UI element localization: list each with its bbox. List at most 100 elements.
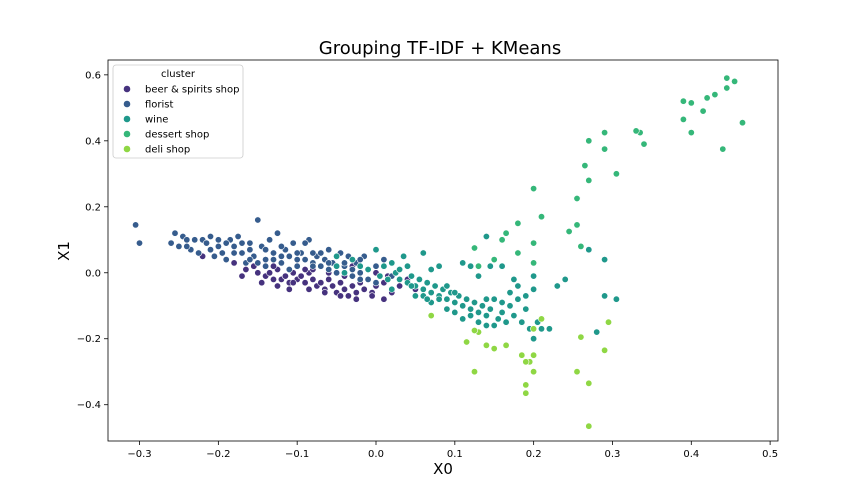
data-point [522, 381, 530, 389]
data-point [565, 228, 573, 236]
data-point [207, 246, 215, 254]
data-point [537, 315, 545, 323]
data-point [601, 256, 609, 264]
data-point [336, 279, 344, 287]
data-point [498, 262, 506, 270]
data-point [305, 285, 313, 293]
data-point [415, 275, 423, 283]
data-point [356, 256, 364, 264]
y-tick-label: 0.4 [85, 136, 101, 147]
data-point [242, 265, 250, 273]
legend-box [112, 64, 244, 159]
data-point [234, 233, 242, 241]
data-point [510, 312, 518, 320]
data-point [502, 341, 510, 349]
data-point [530, 185, 538, 193]
data-point [218, 249, 226, 257]
data-point [467, 305, 475, 313]
x-tick-label: 0.2 [526, 449, 542, 460]
x-tick-label: 0.0 [368, 449, 384, 460]
data-point [518, 318, 526, 326]
data-point [325, 265, 333, 273]
data-point [344, 292, 352, 300]
data-point [530, 285, 538, 293]
data-point [490, 345, 498, 353]
data-point [723, 84, 731, 92]
data-point [309, 249, 317, 257]
data-point [380, 295, 388, 303]
data-point [478, 302, 486, 310]
data-point [352, 295, 360, 303]
data-point [364, 275, 372, 283]
data-point [451, 308, 459, 316]
data-point [380, 256, 388, 264]
data-point [585, 246, 593, 254]
data-point [266, 236, 274, 244]
data-point [238, 239, 246, 247]
data-point [514, 249, 522, 257]
data-point [407, 272, 415, 280]
data-point [640, 140, 648, 148]
data-point [443, 282, 451, 290]
x-axis-label: X0 [433, 460, 453, 478]
data-point [522, 305, 530, 313]
data-point [443, 305, 451, 313]
data-point [585, 176, 593, 184]
data-point [254, 269, 262, 277]
data-point [277, 259, 285, 267]
data-point [467, 262, 475, 270]
data-point [510, 275, 518, 283]
data-point [490, 321, 498, 329]
legend-marker [123, 130, 131, 138]
data-point [238, 249, 246, 257]
data-point [396, 282, 404, 290]
data-point [356, 269, 364, 277]
data-point [183, 242, 191, 250]
data-point [490, 295, 498, 303]
legend-label: deli shop [145, 145, 190, 156]
y-axis-label: X1 [55, 241, 73, 261]
data-point [498, 308, 506, 316]
data-point [325, 275, 333, 283]
data-point [321, 289, 329, 297]
data-point [333, 269, 341, 277]
data-point [372, 246, 380, 254]
data-point [423, 279, 431, 287]
data-point [293, 256, 301, 264]
data-point [309, 262, 317, 270]
data-point [246, 256, 254, 264]
data-point [348, 265, 356, 273]
data-point [269, 249, 277, 257]
data-point [711, 91, 719, 99]
data-point [530, 259, 538, 267]
data-point [435, 262, 443, 270]
data-point [530, 351, 538, 359]
data-point [348, 256, 356, 264]
data-point [396, 265, 404, 273]
data-point [522, 389, 530, 397]
legend-label: dessert shop [145, 130, 209, 141]
data-point [222, 239, 230, 247]
x-tick-label: 0.4 [683, 449, 699, 460]
data-point [419, 285, 427, 293]
data-point [309, 275, 317, 283]
data-point [612, 295, 620, 303]
data-point [301, 239, 309, 247]
data-point [262, 262, 270, 270]
data-point [214, 242, 222, 250]
data-point [443, 295, 451, 303]
data-point [289, 239, 297, 247]
data-point [699, 107, 707, 115]
data-point [285, 252, 293, 260]
data-point [530, 325, 538, 333]
data-point [340, 259, 348, 267]
x-axis-ticks: −0.3 −0.2 −0.1 0.0 0.1 0.2 0.3 0.4 0.5 [127, 441, 778, 460]
data-point [601, 145, 609, 153]
data-point [474, 262, 482, 270]
data-point [340, 269, 348, 277]
x-tick-label: 0.1 [447, 449, 463, 460]
data-point [719, 145, 727, 153]
data-point [593, 328, 601, 336]
data-point [553, 282, 561, 290]
data-point [407, 282, 415, 290]
